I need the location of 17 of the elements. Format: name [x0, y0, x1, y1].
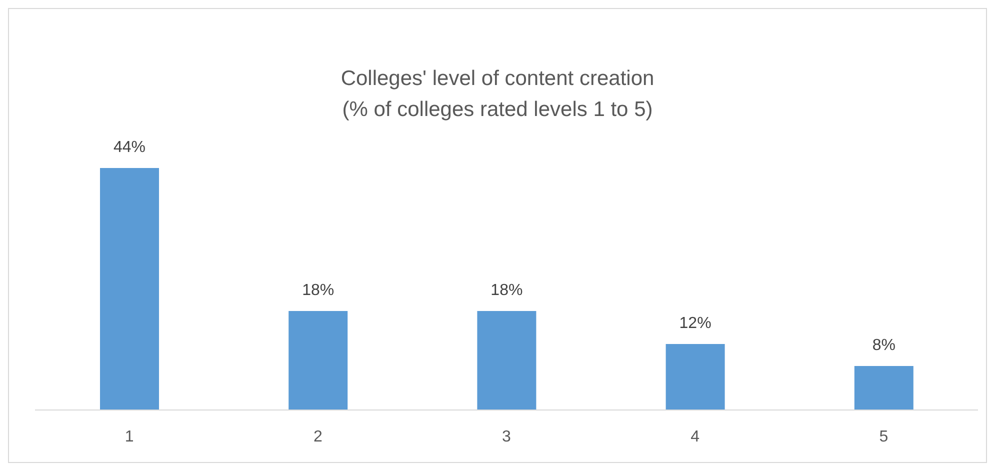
bar [477, 311, 536, 410]
x-tick-label: 3 [502, 428, 512, 446]
bar [288, 311, 348, 410]
bar [100, 168, 159, 410]
data-label: 18% [490, 282, 523, 299]
data-label: 18% [302, 282, 334, 299]
x-tick-label: 1 [124, 428, 134, 446]
x-tick-label: 4 [690, 428, 700, 446]
data-label: 8% [872, 337, 896, 354]
bar [666, 344, 725, 410]
chart-subtitle: (% of colleges rated levels 1 to 5) [341, 97, 654, 123]
data-label: 12% [679, 315, 712, 332]
chart-title: Colleges' level of content creation [340, 66, 656, 92]
x-tick-label: 2 [313, 428, 322, 446]
data-label: 44% [113, 139, 146, 156]
bar [854, 366, 914, 410]
x-tick-label: 5 [879, 428, 888, 446]
